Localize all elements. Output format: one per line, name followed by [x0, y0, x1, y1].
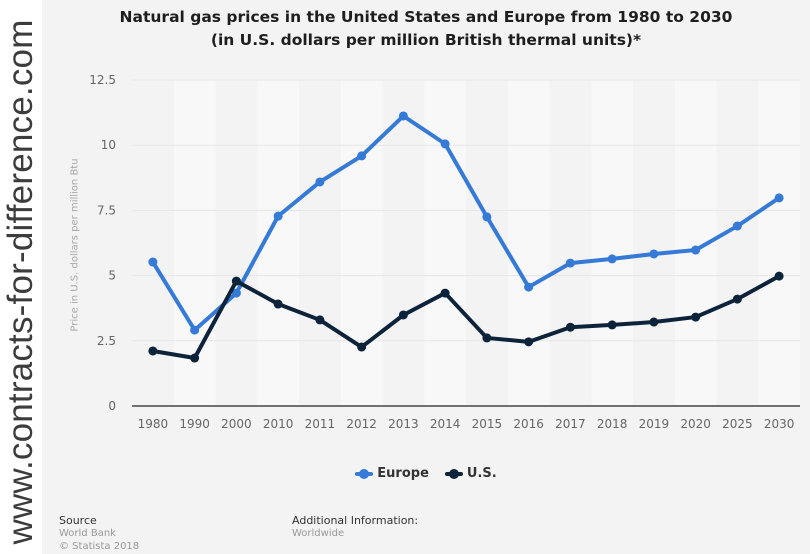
data-point-us	[148, 346, 158, 356]
x-tick-label: 2020	[680, 417, 711, 431]
column-band	[507, 80, 550, 406]
data-point-us	[231, 276, 241, 286]
data-point-us	[607, 320, 617, 330]
data-point-europe	[357, 151, 367, 161]
copyright: © Statista 2018	[59, 541, 140, 552]
additional-info-heading: Additional Information:	[292, 514, 419, 527]
chart-title: Natural gas prices in the United States …	[42, 6, 810, 52]
y-tick-label: 2.5	[97, 334, 116, 348]
data-point-us	[565, 322, 575, 332]
column-bands	[132, 80, 800, 406]
series-line-europe	[150, 113, 782, 333]
chart-title-line1: Natural gas prices in the United States …	[119, 8, 733, 26]
data-point-us	[190, 353, 200, 363]
legend-us-marker-icon	[444, 468, 463, 479]
column-band	[549, 80, 592, 406]
data-point-us	[273, 299, 283, 309]
source-heading: Source	[59, 514, 97, 527]
x-tick-label: 2000	[221, 417, 252, 431]
legend-us-label: U.S.	[466, 466, 497, 481]
data-point-europe	[774, 193, 784, 203]
data-point-us	[398, 310, 408, 320]
legend-europe-marker-icon	[355, 468, 374, 479]
data-point-europe	[190, 325, 200, 335]
data-point-europe	[148, 257, 158, 267]
x-tick-label: 2010	[263, 417, 294, 431]
legend-item-us[interactable]: U.S.	[444, 466, 497, 481]
legend-europe-label: Europe	[377, 466, 429, 481]
y-tick-label: 7.5	[97, 203, 116, 217]
series-line-us	[150, 274, 782, 361]
column-band	[716, 80, 759, 406]
data-point-europe	[273, 211, 283, 221]
x-tick-label: 2030	[764, 417, 795, 431]
column-band	[424, 80, 466, 406]
x-tick-label: 2015	[472, 417, 503, 431]
legend: Europe U.S.	[0, 466, 810, 481]
series-layer	[148, 111, 784, 363]
x-tick-label: 2025	[722, 417, 753, 431]
additional-info-block: Additional Information: Worldwide	[292, 514, 418, 540]
source-name[interactable]: World Bank	[59, 528, 116, 539]
x-tick-label: 2011	[305, 417, 336, 431]
column-band	[173, 80, 216, 406]
y-tick-label: 12.5	[89, 73, 116, 87]
legend-item-europe[interactable]: Europe	[355, 466, 429, 481]
y-axis-ticks: 0 2.5 5 7.5 10 12.5	[89, 73, 116, 413]
column-band	[132, 80, 174, 406]
x-tick-label: 1980	[138, 417, 169, 431]
y-axis-label: Price in U.S. dollars per million Btu	[69, 158, 81, 332]
column-band	[340, 80, 383, 406]
x-tick-label: 1990	[179, 417, 210, 431]
x-tick-label: 2013	[388, 417, 419, 431]
watermark-strip: www.contracts-for-difference.com	[0, 0, 42, 554]
column-band	[591, 80, 633, 406]
column-band	[633, 80, 675, 406]
x-tick-label: 2014	[430, 417, 461, 431]
data-point-europe	[691, 245, 701, 255]
data-point-europe	[565, 258, 575, 268]
data-point-us	[524, 337, 534, 347]
y-tick-label: 0	[108, 399, 116, 413]
data-point-europe	[440, 139, 450, 149]
data-point-us	[732, 294, 742, 304]
data-point-us	[482, 333, 492, 343]
data-point-europe	[732, 221, 742, 231]
column-band	[382, 80, 425, 406]
x-tick-label: 2018	[597, 417, 628, 431]
data-point-us	[691, 312, 701, 322]
data-point-europe	[649, 249, 659, 259]
x-tick-label: 2012	[346, 417, 377, 431]
data-point-us	[315, 315, 325, 325]
data-point-europe	[482, 212, 492, 222]
y-tick-label: 5	[108, 269, 116, 283]
data-point-europe	[398, 111, 408, 121]
additional-info-value: Worldwide	[292, 528, 345, 539]
data-point-europe	[607, 254, 617, 264]
gridlines	[132, 79, 800, 342]
x-axis-ticks: 1980 1990 2000 2010 2011 2012 2013 2014 2015 2016…	[138, 417, 795, 431]
data-point-us	[440, 288, 450, 298]
series-us	[148, 271, 784, 363]
data-point-us	[357, 342, 367, 352]
x-tick-label: 2017	[555, 417, 586, 431]
column-band	[215, 80, 258, 406]
source-block: Source World Bank © Statista 2018	[59, 514, 139, 553]
column-band	[758, 80, 800, 406]
data-point-us	[774, 271, 784, 281]
x-tick-label: 2019	[639, 417, 670, 431]
data-point-us	[649, 317, 659, 327]
data-point-europe	[315, 177, 325, 187]
x-tick-label: 2016	[513, 417, 544, 431]
data-point-europe	[524, 282, 534, 292]
data-point-europe	[231, 288, 241, 298]
series-europe	[148, 111, 784, 335]
chart-title-line2: (in U.S. dollars per million British the…	[210, 31, 642, 49]
column-band	[299, 80, 341, 406]
y-tick-label: 10	[101, 138, 116, 152]
